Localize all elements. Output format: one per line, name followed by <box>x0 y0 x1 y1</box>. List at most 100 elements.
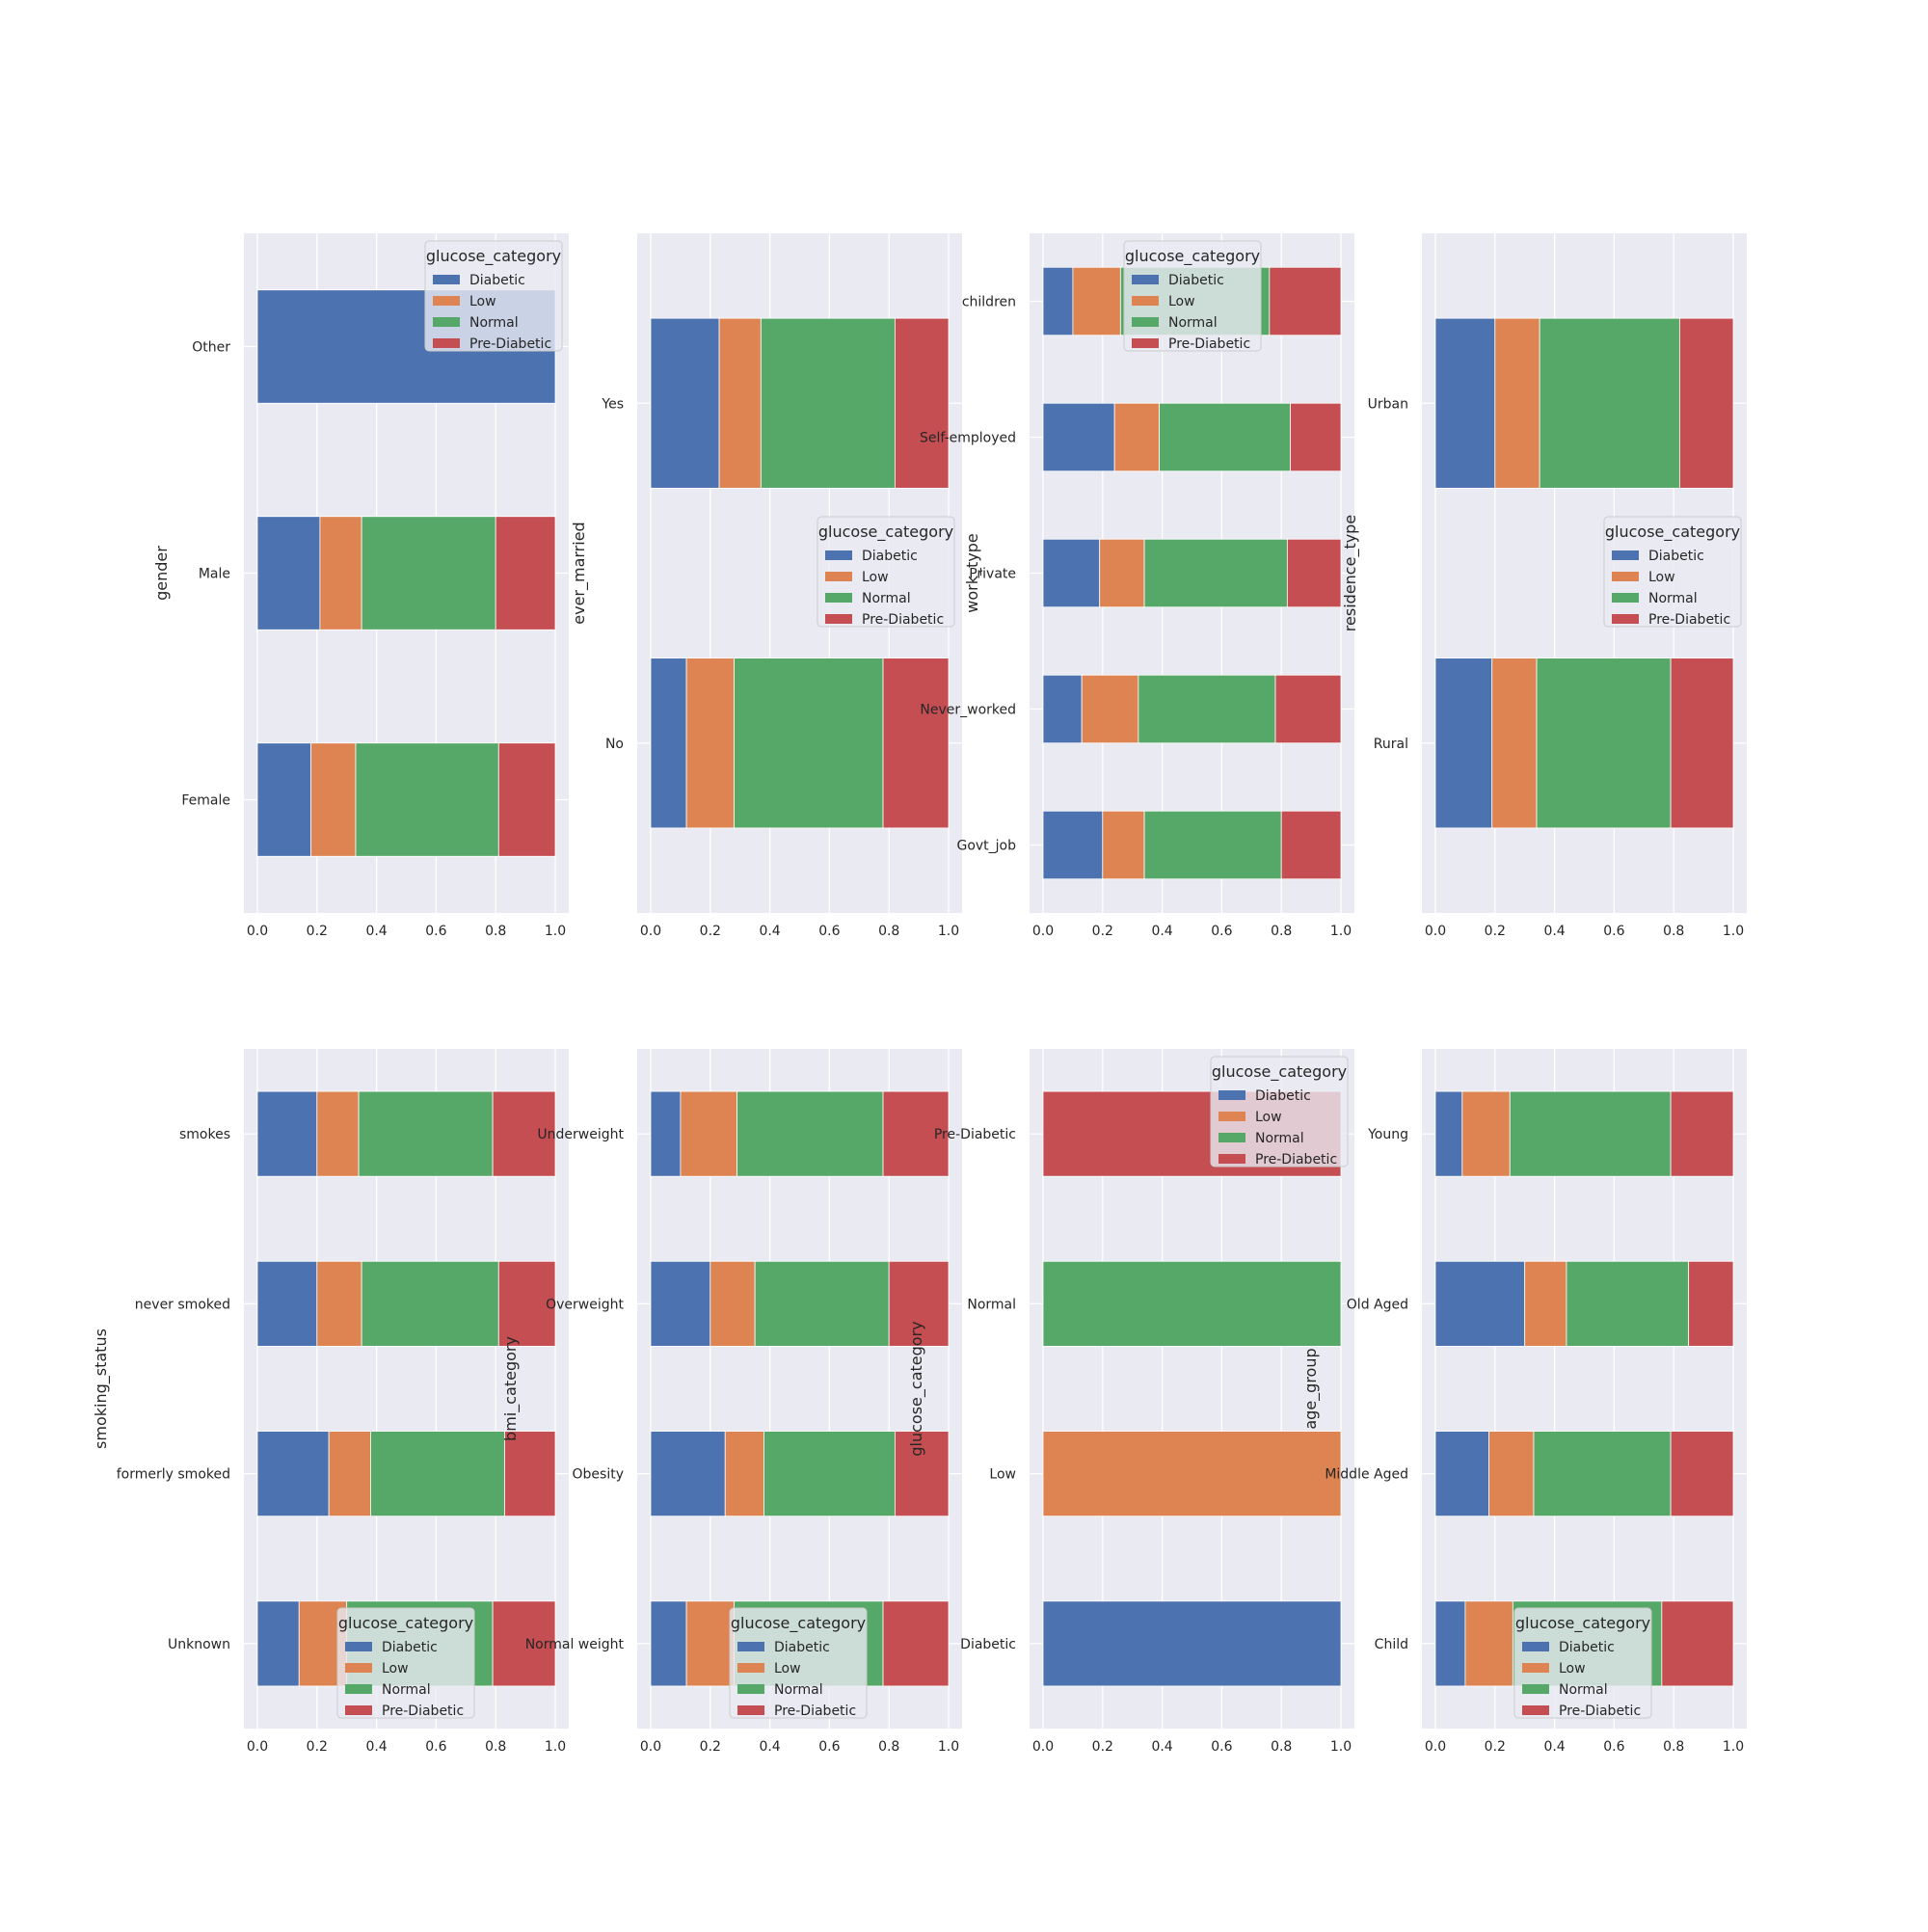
legend-entry-low: Low <box>1255 1110 1282 1125</box>
bar-urban-pre-diabetic <box>1678 317 1734 489</box>
bar-obesity-diabetic <box>650 1431 726 1517</box>
x-tick-label: 0.6 <box>818 1739 840 1755</box>
x-tick-label: 0.8 <box>878 924 899 939</box>
x-tick-label: 0.2 <box>307 1739 328 1755</box>
legend: glucose_category Diabetic Low Normal Pre-Dia… <box>1123 240 1262 352</box>
legend-swatch-pre-diabetic <box>1132 338 1159 348</box>
bar-young-low <box>1461 1090 1511 1177</box>
legend-entry-low: Low <box>862 570 889 585</box>
bar-diabetic-diabetic <box>1042 1600 1342 1687</box>
legend-swatch-low <box>1612 572 1639 581</box>
x-tick-label: 0.6 <box>425 1739 446 1755</box>
y-tick-label: Male <box>199 567 230 582</box>
bar-child-diabetic <box>1434 1600 1466 1687</box>
legend-swatch-diabetic <box>737 1642 764 1651</box>
y-tick-label: Female <box>181 793 230 809</box>
panel-smoking-status: 0.0 0.2 0.4 0.6 0.8 1.0 Unknown formerly smoked… <box>92 1049 569 1755</box>
bar-female-diabetic <box>256 742 312 857</box>
legend-swatch-normal <box>1218 1133 1245 1142</box>
y-tick-label: Pre-Diabetic <box>934 1127 1016 1142</box>
legend-entry-normal: Normal <box>1255 1131 1304 1146</box>
y-tick-label: Other <box>192 340 230 356</box>
legend-title: glucose_category <box>1125 247 1260 266</box>
bar-urban-normal <box>1539 317 1680 489</box>
bar-male-low <box>319 516 362 631</box>
bar-old-aged-normal <box>1566 1260 1690 1347</box>
bar-normal-normal <box>1042 1260 1342 1347</box>
y-tick-label: Obesity <box>573 1467 624 1483</box>
x-tick-label: 0.6 <box>1211 924 1232 939</box>
legend-entry-normal: Normal <box>382 1682 431 1698</box>
legend-swatch-pre-diabetic <box>345 1705 372 1715</box>
x-tick-label: 0.8 <box>485 924 506 939</box>
y-axis-label: glucose_category <box>907 1321 926 1456</box>
legend-entry-normal: Normal <box>774 1682 823 1698</box>
bar-yes-low <box>718 317 762 489</box>
legend-entry-normal: Normal <box>862 591 911 606</box>
bar-normal-weight-low <box>685 1600 735 1687</box>
y-tick-label: Never_worked <box>920 703 1016 718</box>
legend-swatch-pre-diabetic <box>737 1705 764 1715</box>
bar-male-normal <box>361 516 496 631</box>
legend-title: glucose_category <box>1515 1614 1650 1633</box>
bar-overweight-normal <box>754 1260 890 1347</box>
bar-smokes-normal <box>358 1090 494 1177</box>
panel-ever-married: 0.0 0.2 0.4 0.6 0.8 1.0 No Yes ever_married gluco… <box>570 233 962 939</box>
bar-old-aged-low <box>1524 1260 1567 1347</box>
bar-smokes-pre-diabetic <box>492 1090 556 1177</box>
x-tick-label: 0.2 <box>1485 924 1506 939</box>
bar-unknown-diabetic <box>256 1600 300 1687</box>
legend-swatch-diabetic <box>1218 1090 1245 1100</box>
y-tick-label: Low <box>989 1467 1016 1483</box>
bar-overweight-diabetic <box>650 1260 711 1347</box>
bar-underweight-low <box>680 1090 738 1177</box>
legend-entry-low: Low <box>382 1661 409 1677</box>
legend-swatch-normal <box>345 1684 372 1694</box>
legend-entry-diabetic: Diabetic <box>1168 273 1224 288</box>
bar-male-diabetic <box>256 516 321 631</box>
y-tick-label: smokes <box>179 1127 230 1142</box>
legend-title: glucose_category <box>426 247 561 266</box>
bar-urban-diabetic <box>1434 317 1496 489</box>
legend-entry-normal: Normal <box>1559 1682 1608 1698</box>
bar-never-smoked-pre-diabetic <box>497 1260 556 1347</box>
bar-private-pre-diabetic <box>1286 538 1342 608</box>
legend-swatch-normal <box>1132 317 1159 327</box>
y-axis-label: work_type <box>963 533 982 612</box>
x-tick-label: 0.2 <box>1092 924 1113 939</box>
panel-gender: 0.0 0.2 0.4 0.6 0.8 1.0 Female Male Other gender g… <box>152 233 569 939</box>
x-tick-label: 1.0 <box>545 1739 566 1755</box>
bar-self-employed-pre-diabetic <box>1290 402 1342 472</box>
y-tick-label: Underweight <box>537 1127 624 1142</box>
bar-unknown-pre-diabetic <box>492 1600 556 1687</box>
bar-old-aged-diabetic <box>1434 1260 1526 1347</box>
legend-swatch-normal <box>825 593 852 603</box>
x-tick-label: 0.0 <box>1425 924 1446 939</box>
x-tick-label: 1.0 <box>1330 1739 1352 1755</box>
x-tick-label: 0.0 <box>640 924 661 939</box>
x-tick-label: 0.8 <box>878 1739 899 1755</box>
bar-normal-weight-pre-diabetic <box>882 1600 950 1687</box>
legend-entry-pre-diabetic: Pre-Diabetic <box>1168 336 1250 352</box>
bar-underweight-normal <box>736 1090 884 1177</box>
y-tick-label: Govt_job <box>956 839 1016 854</box>
legend-entry-pre-diabetic: Pre-Diabetic <box>382 1704 464 1719</box>
legend: glucose_category Diabetic Low Normal Pre-Dia… <box>1513 1607 1652 1719</box>
x-tick-label: 1.0 <box>545 924 566 939</box>
bar-overweight-pre-diabetic <box>888 1260 950 1347</box>
x-tick-label: 0.4 <box>1543 924 1565 939</box>
bar-private-normal <box>1143 538 1288 608</box>
legend-swatch-pre-diabetic <box>825 614 852 624</box>
legend-entry-pre-diabetic: Pre-Diabetic <box>774 1704 856 1719</box>
x-tick-label: 0.8 <box>1271 1739 1292 1755</box>
y-tick-label: Private <box>969 567 1016 582</box>
legend-entry-diabetic: Diabetic <box>469 273 525 288</box>
legend: glucose_category Diabetic Low Normal Pre-Dia… <box>336 1607 475 1719</box>
legend: glucose_category Diabetic Low Normal Pre-Dia… <box>424 240 563 352</box>
panel-bmi-category: 0.0 0.2 0.4 0.6 0.8 1.0 Normal weight Obesity Ov… <box>501 1049 962 1755</box>
bar-female-low <box>310 742 357 857</box>
panel-age-group: 0.0 0.2 0.4 0.6 0.8 1.0 Child Middle Aged Old Ag… <box>1301 1049 1747 1755</box>
bar-overweight-low <box>710 1260 756 1347</box>
legend-entry-pre-diabetic: Pre-Diabetic <box>862 612 944 628</box>
bar-young-diabetic <box>1434 1090 1463 1177</box>
